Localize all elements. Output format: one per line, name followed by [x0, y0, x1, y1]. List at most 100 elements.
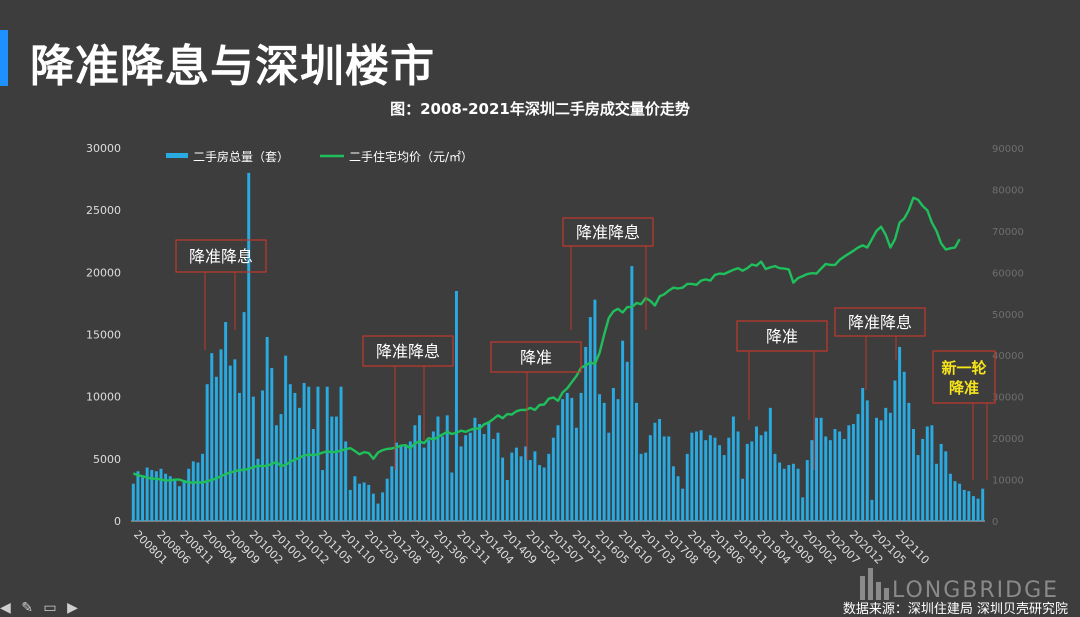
data-bar: [362, 482, 366, 521]
y-right-tick-label: 20000: [992, 434, 1024, 445]
data-bar: [353, 476, 357, 521]
data-bar: [828, 440, 832, 521]
data-bar: [473, 417, 477, 521]
data-bar: [182, 479, 186, 521]
data-bar: [722, 455, 726, 521]
data-bar: [856, 414, 860, 521]
data-bar: [464, 435, 468, 521]
data-bar: [441, 436, 445, 521]
data-bar: [884, 407, 888, 521]
data-bar: [819, 417, 823, 521]
data-bar: [939, 443, 943, 521]
data-bar: [861, 387, 865, 521]
data-bar: [302, 382, 306, 521]
data-bar: [639, 453, 643, 521]
data-bar: [842, 438, 846, 521]
next-arrow-icon[interactable]: ▶: [67, 600, 78, 616]
data-bar: [210, 353, 214, 521]
data-bar: [224, 322, 228, 521]
y-right-tick-label: 40000: [992, 351, 1024, 362]
data-bar: [381, 492, 385, 521]
data-bar: [173, 478, 177, 521]
data-bar: [348, 489, 352, 521]
data-bar: [431, 431, 435, 521]
data-bar: [177, 486, 181, 521]
data-bar: [205, 384, 209, 521]
data-bar: [547, 453, 551, 521]
data-bar: [898, 346, 902, 521]
data-bar: [284, 355, 288, 521]
data-bar: [879, 420, 883, 521]
y-left-tick-label: 5000: [93, 453, 121, 466]
data-bar: [528, 460, 532, 521]
data-bar: [741, 478, 745, 521]
data-bar: [708, 435, 712, 521]
data-bar: [141, 477, 145, 521]
slides-icon[interactable]: ▭: [43, 600, 57, 616]
data-bar: [242, 312, 246, 521]
data-bar: [422, 447, 426, 521]
data-bar: [750, 441, 754, 521]
data-bar: [519, 456, 523, 521]
data-bar: [579, 392, 583, 521]
data-bar: [815, 417, 818, 521]
y-right-tick-label: 50000: [992, 310, 1024, 321]
data-bar: [450, 472, 454, 521]
pen-icon[interactable]: ✎: [21, 600, 33, 616]
data-bar: [704, 440, 708, 521]
data-bar: [602, 402, 606, 521]
data-bar: [436, 416, 440, 521]
data-bar: [893, 380, 897, 521]
y-right-tick-label: 90000: [992, 144, 1024, 155]
data-bar: [690, 432, 694, 521]
data-bar: [385, 478, 389, 521]
data-bar: [958, 483, 962, 521]
data-bar: [598, 394, 602, 521]
annotation-label: 降准: [949, 379, 979, 397]
data-bar: [233, 359, 237, 521]
data-bar: [731, 416, 735, 521]
data-bar: [201, 453, 205, 521]
data-bar: [824, 436, 828, 521]
longbridge-logo-icon: [860, 568, 889, 600]
data-bar: [334, 416, 338, 521]
chart-title: 图：2008-2021年深圳二手房成交量价走势: [390, 100, 690, 118]
annotation-box: [834, 307, 926, 337]
y-left-tick-label: 0: [114, 515, 121, 528]
data-bar: [796, 468, 800, 521]
data-bar: [745, 443, 749, 521]
data-bar: [727, 437, 731, 521]
data-bar: [616, 399, 620, 521]
data-bar: [902, 371, 906, 521]
y-right-tick-label: 10000: [992, 476, 1024, 487]
data-bar: [805, 460, 809, 521]
data-bar: [695, 431, 698, 521]
data-bar: [418, 415, 421, 521]
data-bar: [607, 432, 611, 521]
data-bar: [214, 376, 218, 521]
slide-nav: ◀ ✎ ▭ ▶: [0, 600, 84, 616]
data-bar: [875, 417, 878, 521]
data-bar: [514, 447, 518, 521]
annotation-label: 降准降息: [376, 342, 440, 361]
data-bar: [487, 421, 491, 521]
data-bar: [538, 465, 542, 521]
data-bar: [930, 425, 934, 521]
annotation-label: 降准降息: [576, 223, 640, 242]
data-bar: [367, 484, 371, 521]
data-bar: [288, 384, 292, 521]
data-bar: [164, 473, 168, 521]
prev-arrow-icon[interactable]: ◀: [0, 600, 11, 616]
data-bar: [838, 431, 842, 521]
data-bar: [394, 442, 398, 521]
data-bar: [219, 349, 223, 521]
watermark-text: LONGBRIDGE: [892, 578, 1060, 603]
data-bar: [676, 476, 680, 521]
data-bar: [713, 437, 717, 521]
data-bar: [778, 462, 782, 521]
data-bar: [390, 466, 394, 521]
y-left-tick-label: 20000: [86, 266, 121, 279]
data-bar: [131, 483, 135, 521]
data-bar: [533, 451, 537, 521]
